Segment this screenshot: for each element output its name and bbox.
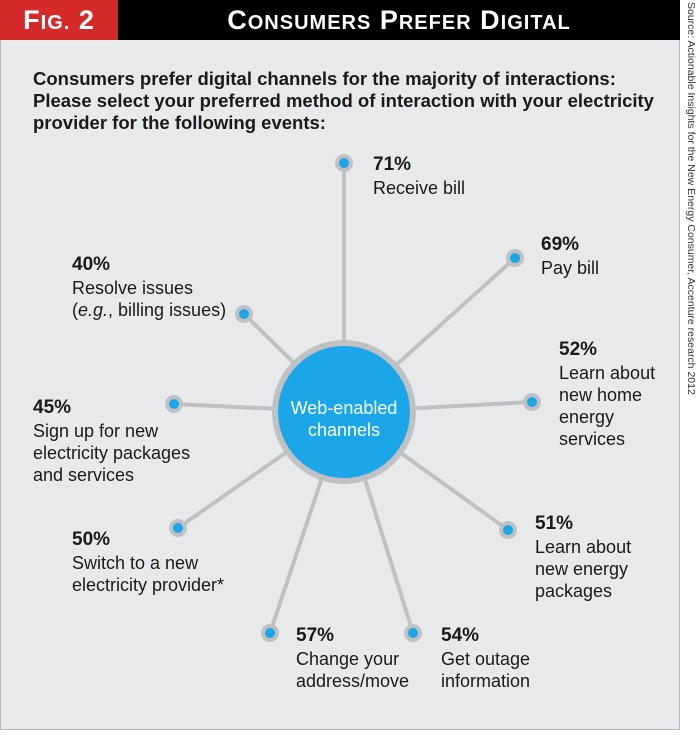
item-percent: 51%	[535, 513, 574, 534]
item-percent: 50%	[72, 529, 111, 550]
item-label: packages	[535, 581, 613, 601]
item-percent: 40%	[72, 254, 111, 275]
item-sign-up-packages: 45% Sign up for new electricity packages…	[33, 396, 190, 486]
item-label: Resolve issues	[72, 278, 194, 298]
item-resolve-issues: 40% Resolve issues (e.g., billing issues…	[72, 253, 226, 321]
item-percent: 57%	[296, 625, 335, 646]
question-line-3: provider for the following events:	[33, 112, 326, 133]
item-label: Switch to a new	[72, 553, 199, 573]
item-percent: 45%	[33, 397, 72, 418]
item-label: Get outage	[441, 649, 531, 669]
item-label: address/move	[296, 671, 410, 691]
dot-pay-bill	[506, 249, 524, 267]
item-pay-bill: 69% Pay bill	[541, 233, 599, 279]
survey-question: Consumers prefer digital channels for th…	[33, 68, 673, 134]
item-label: Receive bill	[373, 178, 466, 198]
item-label: Learn about	[559, 363, 656, 383]
item-label: Pay bill	[541, 258, 600, 278]
dot-sign-up-packages	[165, 395, 183, 413]
item-percent: 71%	[373, 154, 412, 175]
item-switch-provider: 50% Switch to a new electricity provider…	[72, 528, 224, 596]
item-receive-bill: 71% Receive bill	[373, 153, 465, 199]
item-percent: 69%	[541, 234, 580, 255]
item-learn-energy-packages: 51% Learn about new energy packages	[535, 512, 631, 602]
item-label: (e.g., billing issues)	[72, 300, 227, 320]
question-line-2: Please select your preferred method of i…	[33, 90, 654, 111]
item-label: electricity packages	[33, 443, 191, 463]
item-change-address: 57% Change your address/move	[296, 624, 409, 692]
figure-number-tab: FIG. 2	[0, 0, 118, 40]
hub-circle	[278, 346, 410, 478]
item-label: energy	[559, 407, 615, 427]
item-label: new home	[559, 385, 643, 405]
item-learn-home-energy-services: 52% Learn about new home energy services	[559, 338, 655, 450]
dot-change-address	[261, 624, 279, 642]
dot-resolve-issues	[235, 305, 253, 323]
dot-receive-bill	[335, 154, 353, 172]
item-outage-information: 54% Get outage information	[441, 624, 530, 692]
item-label: information	[441, 671, 531, 691]
dot-switch-provider	[169, 519, 187, 537]
item-percent: 52%	[559, 339, 598, 360]
hub-label: Web-enabled channels	[290, 398, 398, 440]
question-line-1: Consumers prefer digital channels for th…	[33, 68, 616, 89]
dot-outage-information	[404, 624, 422, 642]
figure-title: CONSUMERS PREFER DIGITAL	[118, 0, 680, 40]
item-label: new energy	[535, 559, 629, 579]
item-label: Sign up for new	[33, 421, 159, 441]
item-percent: 54%	[441, 625, 480, 646]
dot-learn-energy-packages	[499, 521, 517, 539]
item-label: services	[559, 429, 626, 449]
item-label: electricity provider*	[72, 575, 225, 595]
item-label: Change your	[296, 649, 400, 669]
item-label: Learn about	[535, 537, 632, 557]
dot-learn-home-energy-services	[523, 393, 541, 411]
item-label: and services	[33, 465, 135, 485]
